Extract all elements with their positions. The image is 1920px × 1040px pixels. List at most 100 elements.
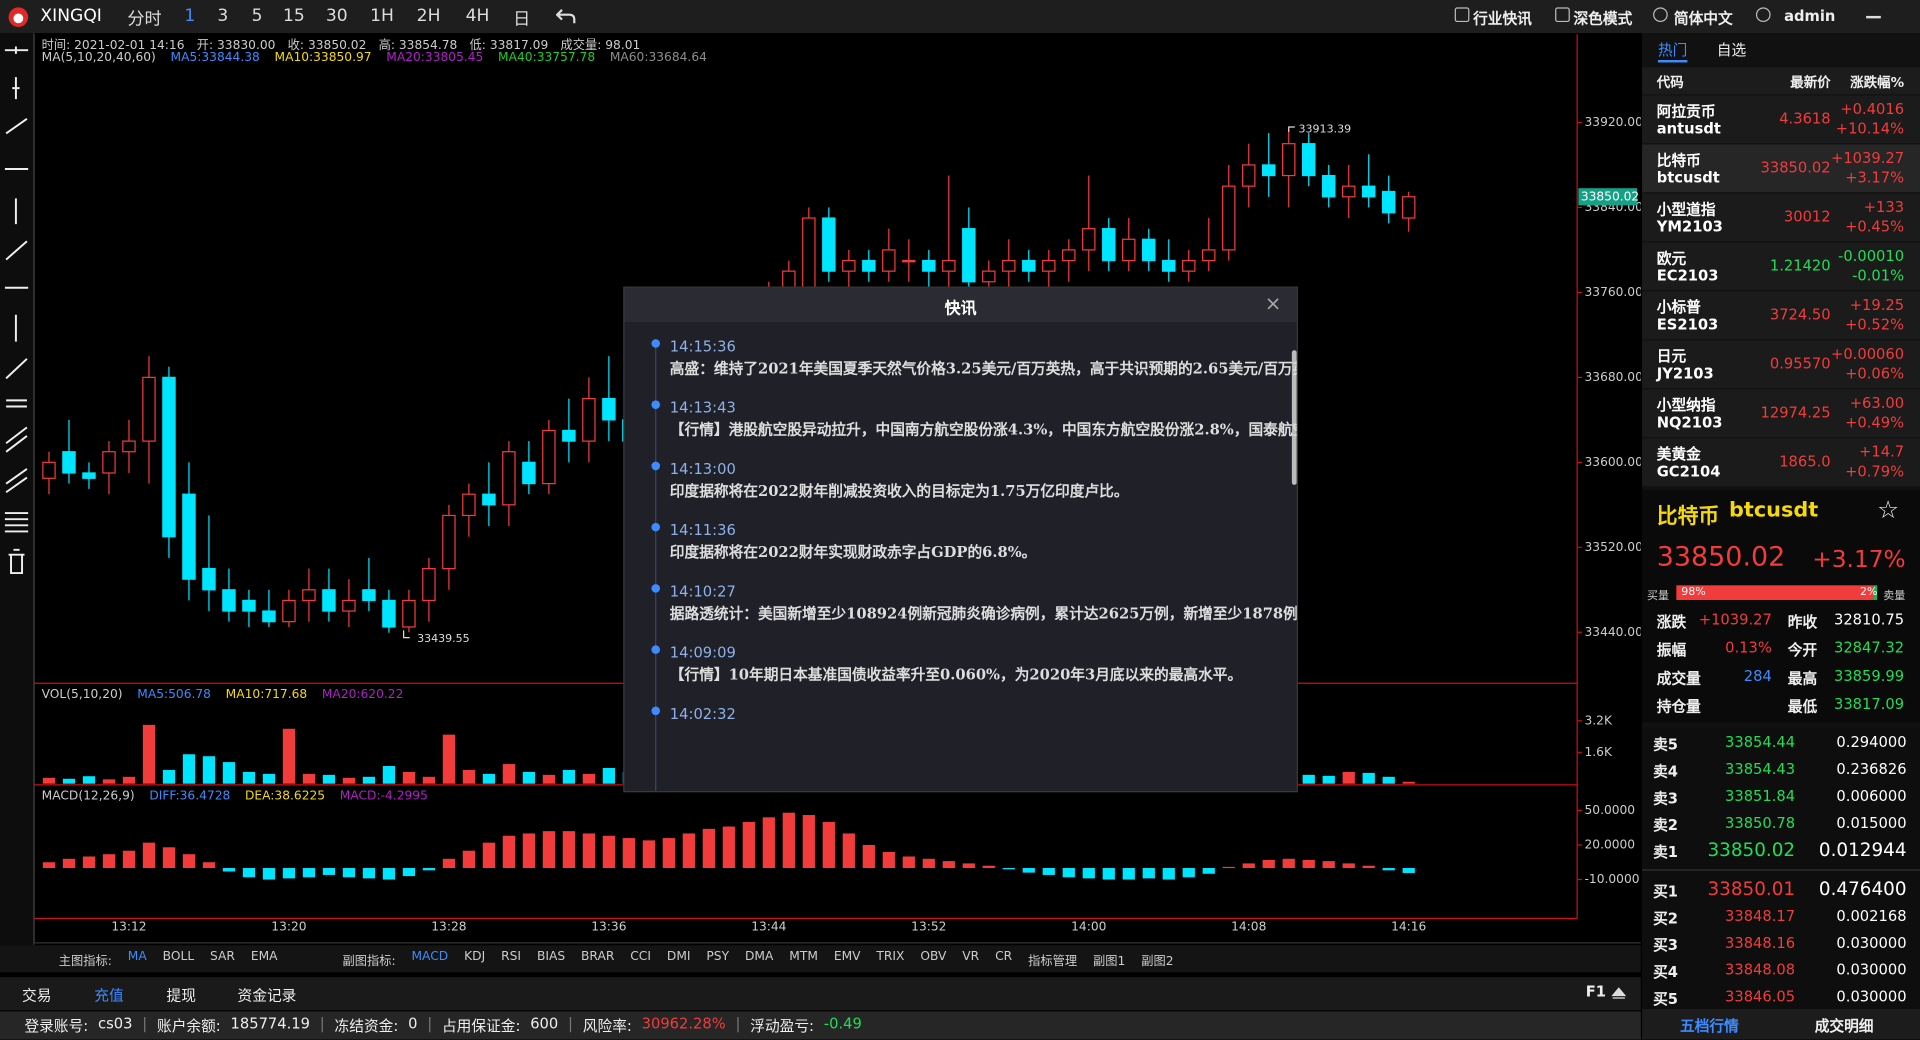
x-tick-label: 13:12 [111, 919, 146, 933]
timeframe-button[interactable]: 15 [282, 6, 305, 26]
status-value: cs03 [98, 1015, 133, 1033]
watchlist-row[interactable] [1642, 291, 1920, 340]
macd-bar [202, 862, 216, 869]
news-item[interactable]: 14:10:27 据路透统计：美国新增至少108924例新冠肺炎确诊病例，累计达2… [624, 580, 1297, 625]
orderbook-bg [1642, 727, 1920, 1009]
candle-body [1361, 185, 1376, 198]
news-item[interactable]: 14:15:36 高盛：维持了2021年美国夏季天然气价格3.25美元/百万英热，… [624, 336, 1297, 381]
favorite-star[interactable]: ☆ [1877, 494, 1900, 525]
watchlist-row[interactable] [1642, 389, 1920, 438]
volume-bar [382, 766, 396, 784]
volume-bar [262, 773, 276, 784]
change: +1039.27 [1831, 149, 1905, 167]
x-tick-label: 14:16 [1391, 919, 1426, 933]
timeframe-button[interactable]: 3 [217, 6, 229, 26]
volume-bar [62, 778, 76, 784]
bottom-tab[interactable]: 充值 [94, 986, 124, 1005]
timeframe-button[interactable]: 5 [251, 6, 263, 26]
close-button[interactable]: × [1264, 291, 1282, 315]
candle-body [462, 493, 476, 517]
indicator-button[interactable]: EMA [250, 950, 278, 964]
book-tab[interactable]: 五档行情 [1680, 1017, 1739, 1035]
indicator-button[interactable]: OBV [920, 950, 947, 964]
indicator-button[interactable]: KDJ [464, 950, 486, 964]
bottom-tab[interactable]: 资金记录 [237, 986, 297, 1005]
news-item[interactable]: 14:13:43 【行情】港股航空股异动拉升，中国南方航空股份涨4.3%，中国东方… [624, 397, 1297, 442]
news-time: 14:13:43 [669, 399, 736, 417]
indicator-button[interactable]: 副图2 [1141, 955, 1174, 969]
watchlist-row[interactable] [1642, 438, 1920, 487]
status-value: 30962.28% [641, 1015, 726, 1033]
indicator-button[interactable]: PSY [706, 950, 730, 964]
candle-body [822, 217, 836, 272]
indicator-button[interactable]: MACD [411, 950, 449, 964]
macd-bar [1362, 865, 1375, 869]
indicator-button[interactable]: BIAS [536, 950, 566, 964]
book-price: 33848.16 [1724, 934, 1796, 952]
top-menu-item[interactable]: 行业快讯 [1473, 9, 1532, 27]
watchlist-row[interactable] [1642, 242, 1920, 291]
timeframe-button[interactable]: 2H [416, 6, 441, 26]
indicator-button[interactable]: CCI [630, 950, 651, 964]
macd-bar [782, 812, 795, 869]
back-icon[interactable] [555, 7, 576, 24]
indicator-button[interactable]: EMV [833, 950, 861, 964]
candle-body [362, 589, 376, 602]
indicator-button[interactable]: DMI [666, 950, 691, 964]
news-item[interactable]: 14:11:36 印度据称将在2022财年实现财政赤字占GDP的6.8%。 [624, 519, 1273, 564]
timeframe-button[interactable]: 30 [325, 6, 348, 26]
macd-bar [1082, 868, 1095, 879]
volume-bar [202, 756, 216, 784]
indicator-button[interactable]: DMA [744, 950, 774, 964]
change: +0.00060 [1831, 345, 1905, 363]
status-value: 0 [408, 1015, 418, 1033]
indicator-button[interactable]: 副图1 [1093, 955, 1126, 969]
timeframe-button[interactable]: 1H [370, 6, 394, 26]
candle-body [942, 259, 956, 272]
top-menu-item[interactable]: admin [1784, 7, 1836, 25]
news-item[interactable]: 14:02:32 [624, 703, 1273, 725]
indicator-button[interactable]: VR [962, 950, 980, 964]
candle-body [1262, 164, 1276, 177]
indicator-button[interactable]: SAR [210, 950, 235, 964]
indicator-button[interactable]: MA [127, 950, 147, 964]
drawing-tools[interactable] [0, 33, 33, 584]
legend-entry: MA(5,10,20,40,60) [41, 51, 156, 65]
watchlist-row[interactable] [1642, 144, 1920, 193]
top-menu-item[interactable]: 简体中文 [1673, 9, 1733, 27]
f1-button[interactable]: F1 [1585, 983, 1606, 1001]
bottom-tab[interactable]: 交易 [22, 986, 52, 1005]
indicator-button[interactable]: TRIX [876, 950, 905, 964]
timeframe-button[interactable]: 4H [465, 6, 490, 26]
indicator-button[interactable]: BOLL [162, 950, 195, 964]
stat-label: 最低 [1787, 697, 1818, 716]
watchlist-row[interactable] [1642, 340, 1920, 389]
symbol-code: ES2103 [1656, 315, 1719, 334]
indicator-button[interactable]: 指标管理 [1028, 955, 1078, 969]
stat-label: 最高 [1787, 669, 1818, 687]
news-item[interactable]: 14:09:09 【行情】10年期日本基准国债收益率升至0.060%，为2020年… [624, 642, 1273, 687]
news-item[interactable]: 14:13:00 印度据称将在2022财年削减投资收入的目标定为1.75万亿印度卢… [624, 458, 1273, 503]
book-level: 卖5 [1653, 735, 1679, 754]
indicator-button[interactable]: MTM [789, 950, 818, 964]
timeframe-button[interactable]: 日 [513, 9, 531, 30]
timeframe-button[interactable]: 1 [184, 6, 196, 26]
timeline-dot [651, 339, 661, 348]
book-tab[interactable]: 成交明细 [1814, 1017, 1874, 1035]
book-level: 买3 [1653, 936, 1679, 954]
y-tick-label: 20.0000 [1585, 837, 1636, 851]
expand-icon[interactable] [1611, 986, 1627, 1001]
minimize-button[interactable] [1866, 15, 1881, 18]
watchlist-row[interactable] [1642, 95, 1920, 144]
top-menu-item[interactable]: 深色模式 [1573, 9, 1633, 27]
watchlist-tab[interactable]: 热门 [1657, 39, 1688, 63]
macd-bar [1322, 861, 1335, 869]
watchlist-row[interactable] [1642, 193, 1920, 242]
indicator-button[interactable]: BRAR [581, 950, 615, 964]
bottom-tab[interactable]: 提现 [166, 986, 196, 1005]
indicator-button[interactable]: CR [995, 950, 1013, 964]
watchlist-tab[interactable]: 自选 [1716, 41, 1747, 59]
indicator-button[interactable]: RSI [501, 950, 522, 964]
timeframe-button[interactable]: 分时 [127, 9, 162, 30]
volume-bar [322, 774, 336, 784]
